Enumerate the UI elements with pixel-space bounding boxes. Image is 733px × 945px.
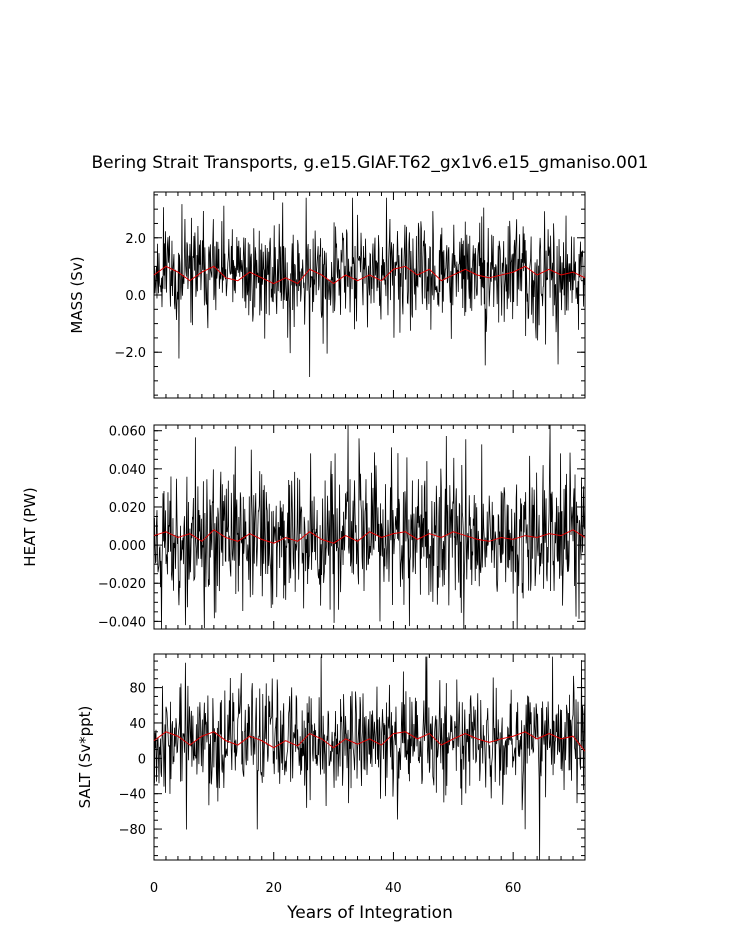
- series-raw-heat: [153, 424, 586, 630]
- ytick-label-heat-4: −0.020: [98, 577, 146, 592]
- xtick-label-2: 40: [385, 881, 402, 896]
- series-smoothed-heat: [153, 529, 586, 544]
- ytick-label-heat-2: 0.020: [109, 501, 146, 516]
- ytick-label-salt-3: −40: [119, 788, 146, 803]
- ylabel-heat: HEAT (PW): [21, 487, 39, 566]
- xtick-label-3: 60: [505, 881, 522, 896]
- panel-heat-ticks: 0.060 0.040 0.020 0.000 −0.020 −0.040: [98, 425, 586, 630]
- panel-mass-ticks: 2.0 0.0 −2.0: [114, 192, 586, 398]
- ytick-label-heat-1: 0.040: [109, 463, 146, 478]
- ytick-label-salt-4: −80: [119, 823, 146, 838]
- panel-salt-series: [153, 656, 586, 861]
- panel-salt-ticks: 80 40 0 −40 −80: [119, 654, 586, 860]
- x-axis-ticks: 0 20 40 60: [150, 881, 522, 896]
- ytick-label-mass-0: 2.0: [125, 232, 146, 247]
- series-smoothed-salt: [153, 731, 586, 752]
- ytick-label-heat-0: 0.060: [109, 425, 146, 440]
- chart-title: Bering Strait Transports, g.e15.GIAF.T62…: [92, 153, 649, 173]
- xtick-label-0: 0: [150, 881, 158, 896]
- ytick-label-mass-1: 0.0: [125, 289, 146, 304]
- series-raw-salt: [153, 656, 586, 861]
- xtick-label-1: 20: [265, 881, 282, 896]
- panel-mass: MASS (Sv) 2.0 0.0 −2.0: [68, 191, 586, 399]
- panel-salt: SALT (Sv*ppt) 80 40 0 −40 −80: [76, 653, 586, 861]
- panel-mass-series: [153, 197, 586, 377]
- series-smoothed-mass: [153, 265, 586, 285]
- ytick-label-mass-2: −2.0: [114, 346, 146, 361]
- panel-heat-series: [153, 424, 586, 630]
- series-raw-mass: [153, 197, 586, 377]
- x-axis-label: Years of Integration: [286, 903, 453, 923]
- ytick-label-salt-0: 80: [129, 682, 146, 697]
- ytick-label-salt-2: 0: [138, 752, 146, 767]
- ytick-label-salt-1: 40: [129, 717, 146, 732]
- ylabel-mass: MASS (Sv): [68, 256, 86, 333]
- ytick-label-heat-3: 0.000: [109, 539, 146, 554]
- ylabel-salt: SALT (Sv*ppt): [76, 706, 94, 809]
- panel-heat: HEAT (PW) 0.060 0.040 0.020 0.000 −0.020 −0.0…: [21, 424, 586, 630]
- ytick-label-heat-5: −0.040: [98, 615, 146, 630]
